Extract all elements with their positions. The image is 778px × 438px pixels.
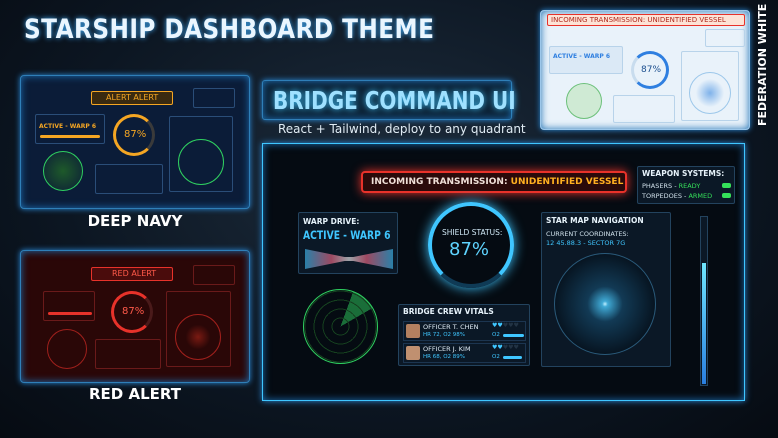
starmap-panel: STAR MAP NAVIGATION CURRENT COORDINATES:… bbox=[541, 212, 671, 367]
warp-panel: ACTIVE - WARP 6 bbox=[549, 46, 623, 74]
star-map[interactable] bbox=[554, 253, 656, 355]
warp-core-visual bbox=[305, 249, 393, 269]
transmission-banner[interactable]: INCOMING TRANSMISSION: UNIDENTIFIED VESS… bbox=[361, 171, 627, 193]
starmap-panel bbox=[166, 291, 231, 367]
avatar bbox=[406, 346, 420, 360]
weapons-panel bbox=[705, 29, 745, 47]
hero-title: BRIDGE COMMAND UI bbox=[273, 86, 516, 115]
crew-row[interactable]: OFFICER T. CHEN HR 72, O2 98% ♥♥♥♥♥ O2 bbox=[403, 321, 526, 341]
theme-label: FEDERATION WHITE bbox=[756, 3, 769, 126]
transmission-label: INCOMING TRANSMISSION: bbox=[371, 177, 511, 187]
starmap-panel bbox=[681, 51, 739, 121]
crew-panel bbox=[95, 164, 163, 194]
radar bbox=[47, 329, 87, 369]
crew-row[interactable]: OFFICER J. KIM HR 68, O2 89% ♥♥♥♥♥ O2 bbox=[403, 343, 526, 363]
transmission-target: UNIDENTIFIED VESSEL bbox=[510, 177, 624, 187]
o2-bar bbox=[503, 356, 522, 359]
crew-panel bbox=[95, 339, 161, 369]
o2-bar bbox=[503, 334, 524, 337]
hero-subtitle: React + Tailwind, deploy to any quadrant bbox=[278, 122, 526, 136]
warp-panel: WARP DRIVE: ACTIVE - WARP 6 bbox=[298, 212, 398, 274]
alert-banner: RED ALERT bbox=[91, 267, 173, 281]
theme-preview-federation-white[interactable]: INCOMING TRANSMISSION: UNIDENTIFIED VESS… bbox=[540, 10, 750, 130]
page-title: STARSHIP DASHBOARD THEME bbox=[24, 14, 435, 45]
weapons-panel: WEAPON SYSTEMS: PHASERS - READY TORPEDOE… bbox=[637, 166, 735, 204]
starmap-panel bbox=[169, 116, 233, 192]
heart-icon: ♥♥♥♥♥ bbox=[492, 344, 519, 351]
avatar bbox=[406, 324, 420, 338]
hero-title-box: BRIDGE COMMAND UI bbox=[262, 80, 516, 120]
alert-banner: INCOMING TRANSMISSION: UNIDENTIFIED VESS… bbox=[547, 14, 745, 26]
heart-icon: ♥♥♥♥♥ bbox=[492, 322, 519, 329]
radar bbox=[566, 83, 602, 119]
shield-ring: SHIELD STATUS: 87% bbox=[428, 202, 514, 288]
theme-preview-red-alert[interactable]: RED ALERT 87% bbox=[20, 250, 250, 383]
crew-vitals-panel: BRIDGE CREW VITALS OFFICER T. CHEN HR 72… bbox=[398, 304, 530, 366]
alert-banner: ALERT ALERT bbox=[91, 91, 173, 105]
warp-panel: ACTIVE - WARP 6 bbox=[35, 114, 105, 144]
shield-ring: 87% bbox=[113, 114, 155, 156]
gauge-fill bbox=[702, 263, 706, 384]
shield-ring: 87% bbox=[111, 291, 153, 333]
theme-preview-deep-navy[interactable]: ALERT ALERT ACTIVE - WARP 6 87% bbox=[20, 75, 250, 209]
warp-panel bbox=[43, 291, 95, 321]
weapons-panel bbox=[193, 88, 235, 108]
shield-ring: 87% bbox=[631, 51, 669, 89]
phasers-toggle[interactable] bbox=[722, 183, 731, 188]
altitude-gauge bbox=[700, 216, 708, 386]
torpedoes-toggle[interactable] bbox=[722, 193, 731, 198]
main-dashboard: INCOMING TRANSMISSION: UNIDENTIFIED VESS… bbox=[262, 143, 745, 401]
weapons-panel bbox=[193, 265, 235, 285]
theme-label: RED ALERT bbox=[89, 385, 181, 403]
theme-label: DEEP NAVY bbox=[87, 212, 183, 230]
radar bbox=[43, 151, 83, 191]
radar-scanner bbox=[303, 289, 378, 364]
crew-panel bbox=[613, 95, 675, 123]
